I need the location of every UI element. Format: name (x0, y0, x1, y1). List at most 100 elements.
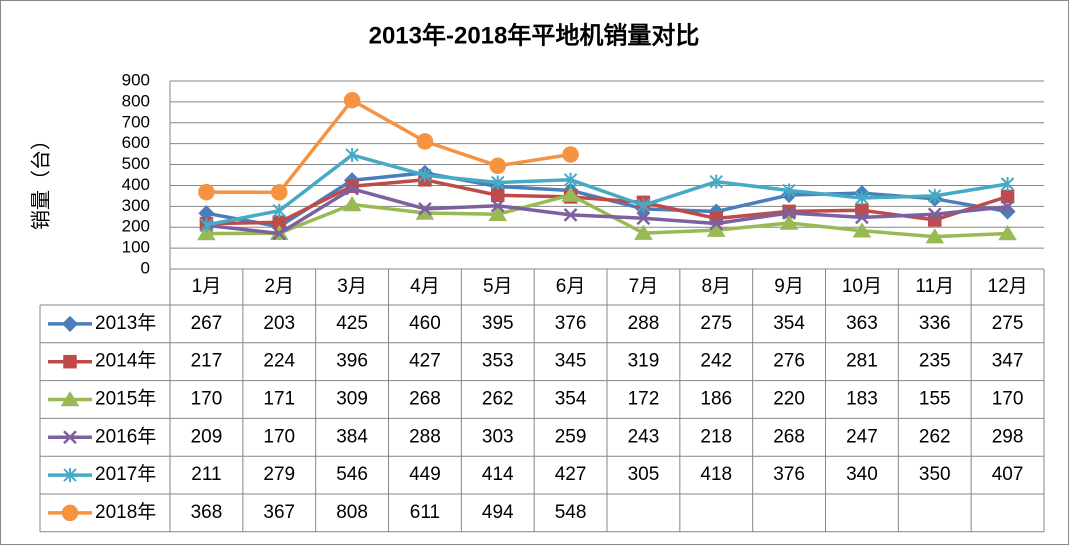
table-value: 172 (628, 389, 660, 410)
table-value: 267 (191, 313, 223, 334)
table-value: 350 (919, 464, 951, 485)
legend-label: 2018年 (95, 501, 156, 523)
series-line (206, 153, 1008, 227)
marker (343, 91, 361, 109)
marker (928, 188, 942, 203)
x-tick-label: 12月 (988, 276, 1028, 297)
table-value: 354 (773, 313, 805, 334)
table-value: 186 (700, 389, 732, 410)
table-value: 262 (482, 389, 514, 410)
table-value: 309 (336, 389, 368, 410)
marker (272, 203, 286, 218)
table-value: 611 (410, 502, 440, 523)
y-tick-label: 0 (141, 258, 150, 277)
marker (925, 228, 945, 244)
table-value: 367 (263, 502, 295, 523)
series-line (206, 178, 1009, 226)
table-value: 808 (336, 502, 368, 523)
marker (999, 203, 1016, 220)
marker (779, 214, 799, 230)
marker (855, 210, 869, 225)
legend-label: 2013年 (95, 312, 156, 334)
table-value: 305 (628, 464, 660, 485)
table-value: 247 (846, 426, 878, 447)
legend-label: 2014年 (95, 350, 156, 372)
marker (491, 175, 505, 190)
legend-marker (63, 354, 77, 369)
table-value: 303 (482, 426, 514, 447)
y-tick-label: 300 (122, 196, 150, 215)
legend-marker (63, 430, 77, 445)
x-tick-label: 4月 (410, 276, 440, 297)
marker (852, 222, 872, 238)
marker (706, 221, 726, 237)
table-value: 353 (482, 351, 514, 372)
marker (709, 216, 724, 231)
table-value: 396 (336, 351, 368, 372)
table-value: 218 (700, 426, 732, 447)
table-value: 425 (336, 313, 368, 334)
table-value: 368 (191, 502, 223, 523)
table-value: 155 (919, 389, 951, 410)
y-tick-label: 700 (122, 112, 150, 131)
table-value: 319 (628, 351, 660, 372)
table-value: 209 (191, 426, 223, 447)
table-value: 183 (846, 389, 878, 410)
table-value: 259 (555, 426, 587, 447)
marker (998, 225, 1017, 241)
y-axis-label: 销量（台） (29, 130, 52, 230)
marker (709, 174, 723, 189)
table-value: 336 (919, 313, 951, 334)
table-value: 203 (263, 313, 295, 334)
legend-label: 2015年 (95, 388, 156, 410)
table-value: 279 (263, 464, 295, 485)
marker (342, 196, 362, 212)
y-tick-label: 100 (122, 238, 150, 257)
marker (197, 225, 216, 241)
marker (927, 207, 942, 222)
series-line (206, 193, 1008, 239)
marker (272, 226, 287, 241)
marker (855, 190, 869, 205)
marker (490, 198, 505, 213)
table-value: 275 (992, 313, 1024, 334)
marker (562, 146, 579, 163)
marker (416, 133, 434, 150)
marker (271, 184, 288, 201)
x-tick-label: 1月 (192, 276, 222, 297)
marker (198, 183, 215, 201)
marker (488, 205, 508, 222)
table-value: 347 (992, 351, 1024, 372)
x-tick-label: 5月 (483, 276, 513, 297)
table-value: 427 (409, 351, 441, 372)
y-tick-label: 800 (122, 91, 150, 110)
table-value: 288 (628, 313, 660, 334)
table-value: 268 (773, 426, 805, 447)
table-value: 548 (555, 502, 587, 523)
y-tick-label: 600 (122, 133, 150, 152)
x-tick-label: 10月 (842, 276, 882, 297)
table-value: 354 (555, 389, 587, 410)
legend-marker (63, 468, 77, 483)
series-line (206, 187, 1008, 236)
legend-marker (61, 315, 79, 332)
table-value: 288 (409, 426, 441, 447)
marker (1000, 176, 1015, 191)
table-value: 262 (919, 426, 951, 447)
table-value: 268 (409, 389, 441, 410)
table-value: 546 (336, 464, 368, 485)
table-value: 276 (773, 351, 805, 372)
table-value: 363 (846, 313, 878, 334)
table-value: 235 (919, 351, 951, 372)
x-tick-label: 11月 (915, 276, 954, 297)
table-value: 170 (263, 426, 295, 447)
marker (1000, 189, 1015, 204)
marker (782, 183, 796, 198)
table-value: 242 (700, 351, 732, 372)
table-value: 494 (482, 502, 514, 523)
legend-marker (60, 391, 80, 407)
table-value: 384 (336, 426, 368, 447)
table-value: 395 (482, 313, 514, 334)
table-value: 281 (846, 351, 878, 372)
